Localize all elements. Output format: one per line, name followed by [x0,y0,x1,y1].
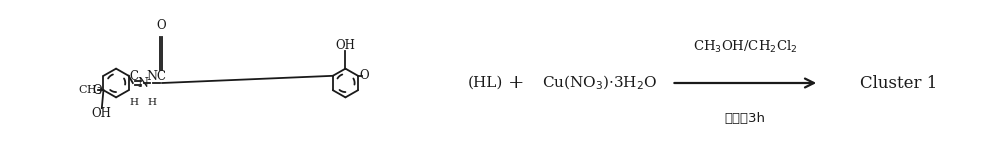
Text: N: N [137,77,148,89]
Text: OH: OH [92,107,112,120]
Text: H: H [129,98,138,107]
Text: Cu(NO$_3$)$\cdot$3H$_2$O: Cu(NO$_3$)$\cdot$3H$_2$O [542,74,657,92]
Text: OH: OH [335,39,355,52]
Text: C: C [156,70,165,83]
Text: O: O [92,84,102,97]
Text: +: + [508,74,524,92]
Text: 室温、3h: 室温、3h [725,112,766,125]
Text: O: O [156,19,166,32]
Text: H: H [147,98,156,107]
Text: O: O [359,69,369,82]
Text: Cluster 1: Cluster 1 [860,75,938,91]
Text: CH$_3$: CH$_3$ [78,83,102,97]
Text: C: C [129,70,138,83]
Text: (HL): (HL) [468,76,503,90]
Text: N: N [146,70,157,83]
Text: CH$_3$OH/CH$_2$Cl$_2$: CH$_3$OH/CH$_2$Cl$_2$ [693,39,798,55]
